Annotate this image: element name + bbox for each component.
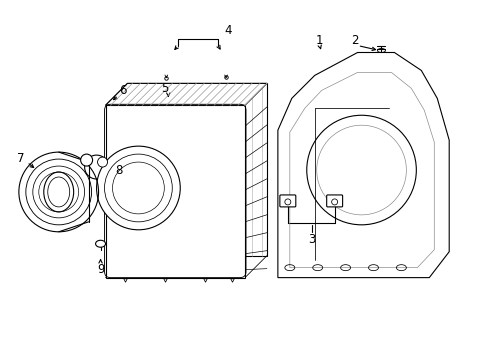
- Text: 6: 6: [119, 84, 126, 97]
- Circle shape: [96, 146, 180, 230]
- Polygon shape: [277, 53, 448, 278]
- Polygon shape: [105, 105, 244, 278]
- Text: 4: 4: [224, 24, 231, 37]
- Text: 9: 9: [97, 263, 104, 276]
- Text: 3: 3: [307, 233, 315, 246]
- Text: 2: 2: [350, 34, 358, 47]
- Text: 7: 7: [17, 152, 24, 165]
- Text: 8: 8: [115, 163, 122, 176]
- Circle shape: [98, 157, 107, 167]
- Polygon shape: [105, 84, 266, 105]
- Ellipse shape: [95, 240, 105, 247]
- FancyBboxPatch shape: [326, 195, 342, 207]
- FancyBboxPatch shape: [279, 195, 295, 207]
- Text: 1: 1: [315, 34, 323, 47]
- Text: 5: 5: [162, 82, 169, 95]
- Circle shape: [81, 154, 92, 166]
